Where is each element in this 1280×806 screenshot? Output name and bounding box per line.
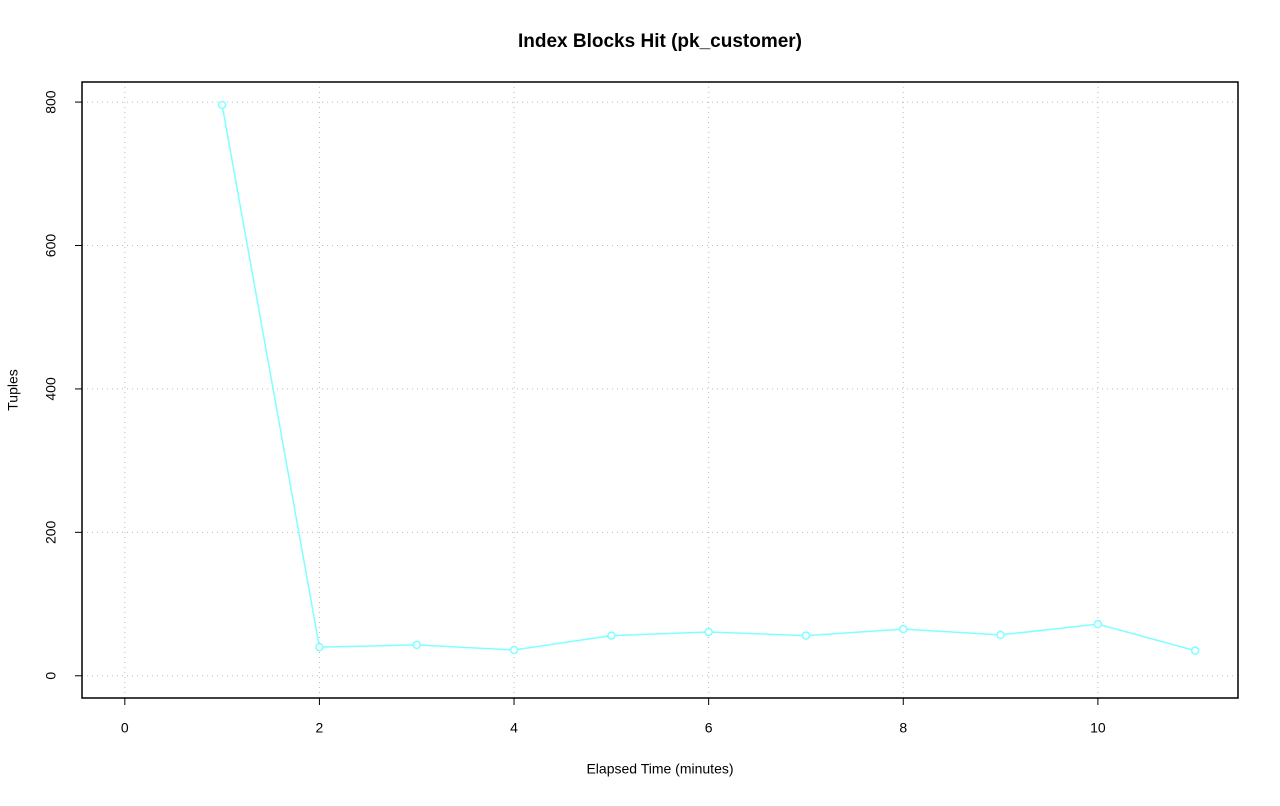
point xyxy=(899,624,908,634)
y-tick-label: 0 xyxy=(43,672,59,680)
point xyxy=(704,627,713,637)
y-tick-label: 600 xyxy=(43,234,59,258)
chart-title: Index Blocks Hit (pk_customer) xyxy=(518,31,802,52)
x-tick-label: 0 xyxy=(121,720,129,736)
point xyxy=(1190,646,1200,655)
point xyxy=(996,630,1005,640)
x-axis-label: Elapsed Time (minutes) xyxy=(586,761,733,777)
x-tick-label: 4 xyxy=(510,720,518,736)
x-tick-label: 6 xyxy=(705,720,713,736)
plot-frame xyxy=(81,81,1239,699)
y-axis-label: Tuples xyxy=(5,369,21,411)
point xyxy=(315,642,324,652)
point xyxy=(509,645,519,655)
point xyxy=(217,100,227,110)
point xyxy=(801,631,811,640)
y-tick-label: 200 xyxy=(43,520,59,544)
point xyxy=(1093,619,1103,629)
x-tick-label: 2 xyxy=(316,720,324,736)
x-tick-label: 10 xyxy=(1090,720,1106,736)
y-tick-label: 400 xyxy=(43,377,59,401)
point xyxy=(412,640,421,650)
y-tick-label: 800 xyxy=(43,90,59,114)
point xyxy=(607,631,616,640)
x-tick-label: 8 xyxy=(899,720,907,736)
